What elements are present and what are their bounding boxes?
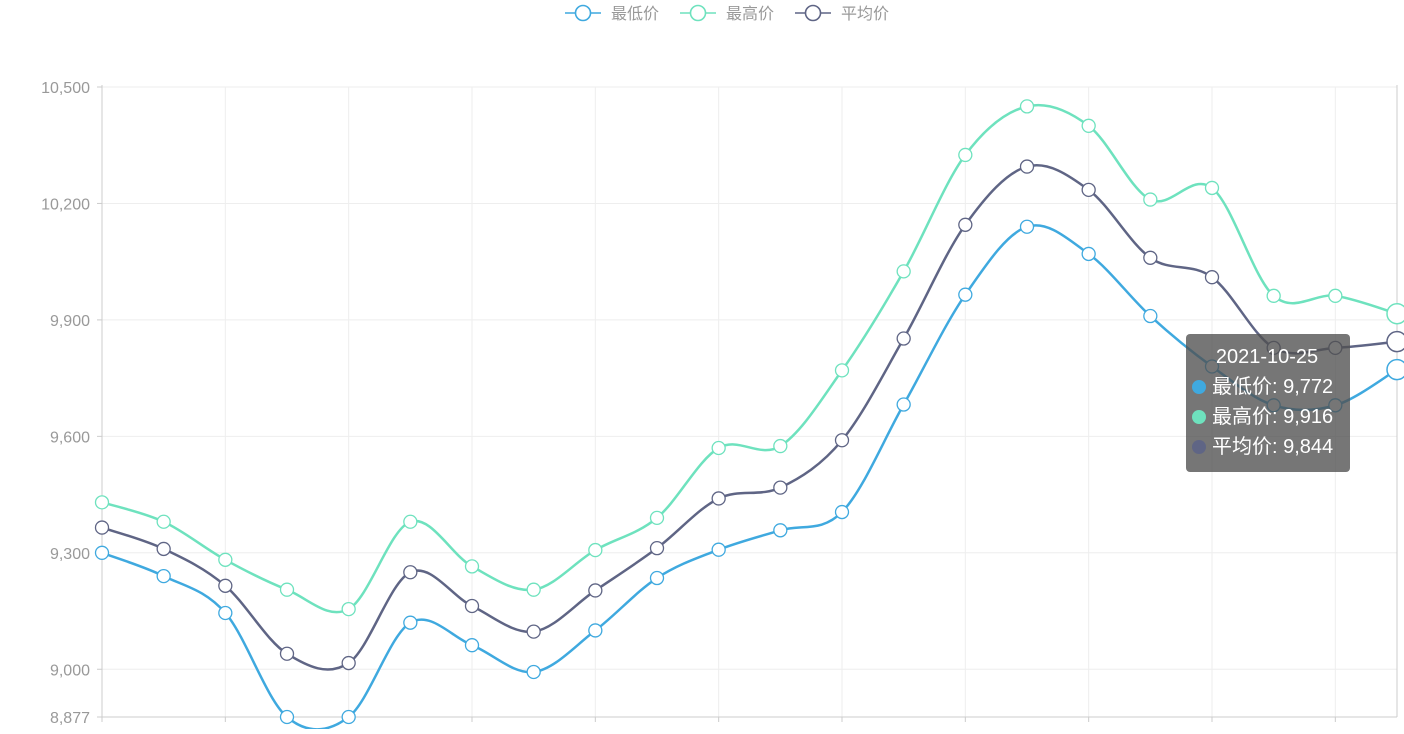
data-point-avg[interactable] bbox=[774, 481, 787, 494]
y-tick-label: 10,500 bbox=[41, 80, 90, 97]
tooltip-row-low: 最低价: 9,772 bbox=[1192, 372, 1342, 402]
data-point-high[interactable] bbox=[1082, 119, 1095, 132]
data-point-high[interactable] bbox=[1267, 289, 1280, 302]
tooltip-label-high: 最高价: 9,916 bbox=[1212, 406, 1333, 428]
series-line-low bbox=[102, 225, 1397, 729]
data-point-avg[interactable] bbox=[1206, 271, 1219, 284]
data-point-high[interactable] bbox=[1329, 289, 1342, 302]
data-point-high[interactable] bbox=[219, 553, 232, 566]
legend-item-avg[interactable]: 平均价 bbox=[795, 5, 889, 23]
data-point-low[interactable] bbox=[466, 639, 479, 652]
data-point-avg[interactable] bbox=[1144, 251, 1157, 264]
data-point-avg[interactable] bbox=[712, 492, 725, 505]
data-point-high[interactable] bbox=[527, 583, 540, 596]
tooltip-marker-high bbox=[1192, 410, 1206, 424]
legend-marker-avg bbox=[806, 6, 821, 21]
data-point-avg[interactable] bbox=[1021, 160, 1034, 173]
data-point-avg[interactable] bbox=[1082, 183, 1095, 196]
data-point-low[interactable] bbox=[281, 711, 294, 724]
data-point-avg[interactable] bbox=[157, 542, 170, 555]
data-point-low[interactable] bbox=[897, 398, 910, 411]
tooltip-date: 2021-10-25 bbox=[1192, 344, 1342, 372]
data-point-avg[interactable] bbox=[342, 657, 355, 670]
tooltip-marker-avg bbox=[1192, 440, 1206, 454]
data-point-high[interactable] bbox=[712, 441, 725, 454]
y-tick-label: 9,900 bbox=[50, 313, 90, 330]
data-point-high[interactable] bbox=[281, 583, 294, 596]
data-point-high[interactable] bbox=[342, 603, 355, 616]
data-point-avg[interactable] bbox=[219, 579, 232, 592]
legend-label-high: 最高价 bbox=[726, 5, 774, 23]
legend-item-low[interactable]: 最低价 bbox=[565, 5, 659, 23]
legend-item-high[interactable]: 最高价 bbox=[680, 5, 774, 23]
data-point-low[interactable] bbox=[342, 711, 355, 724]
tooltip: 2021-10-25 最低价: 9,772 最高价: 9,916 平均价: 9,… bbox=[1186, 334, 1350, 472]
data-point-avg[interactable] bbox=[1387, 332, 1404, 352]
data-point-high[interactable] bbox=[1387, 304, 1404, 324]
data-point-high[interactable] bbox=[774, 440, 787, 453]
data-point-avg[interactable] bbox=[96, 521, 109, 534]
data-point-low[interactable] bbox=[404, 616, 417, 629]
data-point-high[interactable] bbox=[157, 515, 170, 528]
tooltip-label-avg: 平均价: 9,844 bbox=[1212, 436, 1333, 458]
data-point-low[interactable] bbox=[1387, 360, 1404, 380]
tooltip-label-low: 最低价: 9,772 bbox=[1212, 376, 1333, 398]
data-point-low[interactable] bbox=[1021, 220, 1034, 233]
tooltip-marker-low bbox=[1192, 380, 1206, 394]
data-point-avg[interactable] bbox=[466, 599, 479, 612]
y-tick-label: 10,200 bbox=[41, 196, 90, 213]
data-point-avg[interactable] bbox=[651, 542, 664, 555]
y-tick-label: 8,877 bbox=[50, 710, 90, 727]
data-point-avg[interactable] bbox=[404, 566, 417, 579]
data-point-high[interactable] bbox=[651, 511, 664, 524]
data-point-high[interactable] bbox=[1144, 193, 1157, 206]
data-point-avg[interactable] bbox=[836, 434, 849, 447]
data-point-avg[interactable] bbox=[959, 218, 972, 231]
legend-marker-low bbox=[576, 6, 591, 21]
data-point-high[interactable] bbox=[1021, 100, 1034, 113]
data-point-high[interactable] bbox=[897, 265, 910, 278]
data-point-avg[interactable] bbox=[897, 332, 910, 345]
data-point-high[interactable] bbox=[836, 364, 849, 377]
data-point-high[interactable] bbox=[404, 515, 417, 528]
data-point-avg[interactable] bbox=[589, 584, 602, 597]
data-point-low[interactable] bbox=[712, 543, 725, 556]
legend-marker-high bbox=[691, 6, 706, 21]
data-point-low[interactable] bbox=[589, 624, 602, 637]
legend-label-avg: 平均价 bbox=[841, 5, 889, 23]
y-tick-label: 9,300 bbox=[50, 546, 90, 563]
data-point-high[interactable] bbox=[96, 496, 109, 509]
legend-label-low: 最低价 bbox=[611, 5, 659, 23]
data-point-high[interactable] bbox=[1206, 181, 1219, 194]
y-tick-label: 9,600 bbox=[50, 429, 90, 446]
tooltip-row-avg: 平均价: 9,844 bbox=[1192, 432, 1342, 462]
data-point-avg[interactable] bbox=[281, 647, 294, 660]
data-point-low[interactable] bbox=[219, 606, 232, 619]
data-point-low[interactable] bbox=[651, 572, 664, 585]
data-point-low[interactable] bbox=[774, 524, 787, 537]
data-point-low[interactable] bbox=[959, 288, 972, 301]
data-point-high[interactable] bbox=[959, 148, 972, 161]
data-point-high[interactable] bbox=[589, 544, 602, 557]
data-point-high[interactable] bbox=[466, 560, 479, 573]
data-point-low[interactable] bbox=[1082, 247, 1095, 260]
data-point-low[interactable] bbox=[836, 506, 849, 519]
data-point-low[interactable] bbox=[157, 570, 170, 583]
tooltip-row-high: 最高价: 9,916 bbox=[1192, 402, 1342, 432]
legend[interactable]: 最低价 最高价 平均价 bbox=[565, 5, 889, 23]
data-point-low[interactable] bbox=[1144, 310, 1157, 323]
data-point-low[interactable] bbox=[96, 546, 109, 559]
y-tick-label: 9,000 bbox=[50, 662, 90, 679]
data-point-avg[interactable] bbox=[527, 625, 540, 638]
data-point-low[interactable] bbox=[527, 665, 540, 678]
